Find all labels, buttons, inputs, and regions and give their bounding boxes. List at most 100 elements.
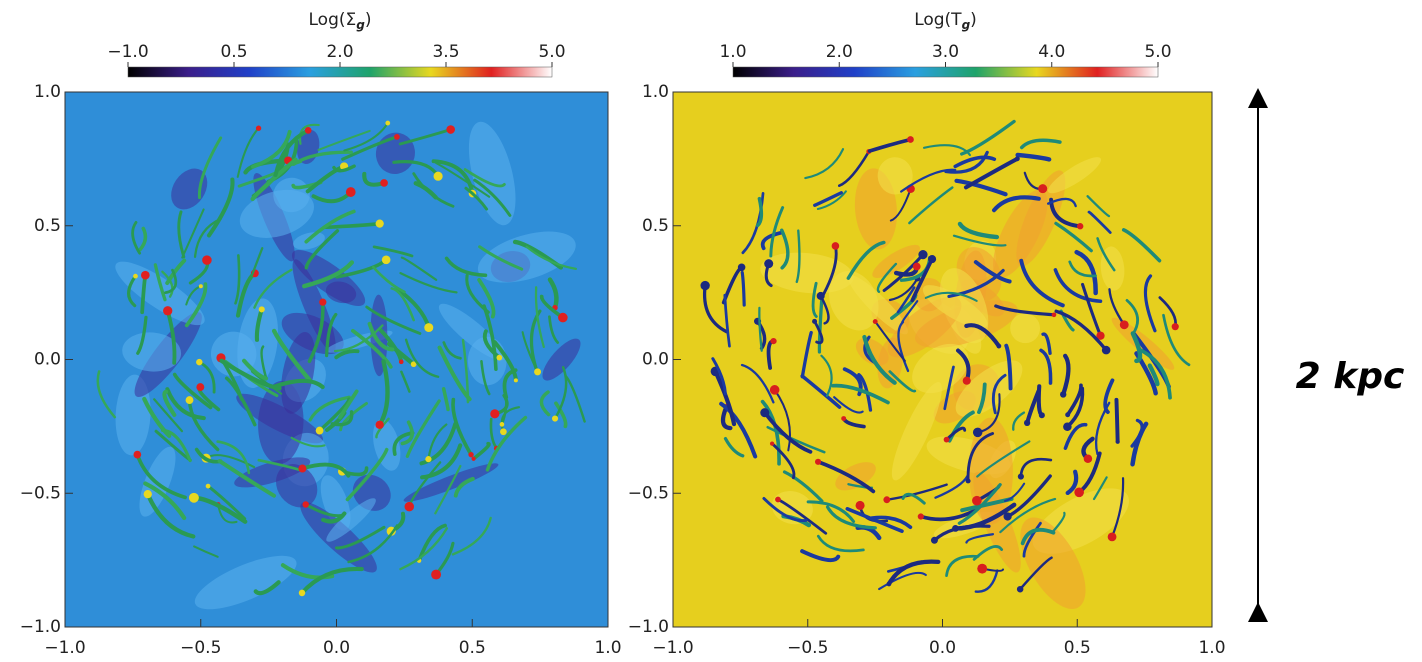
filament — [762, 497, 808, 523]
filament — [478, 245, 524, 271]
texture-patch — [1020, 517, 1086, 609]
filament — [160, 428, 192, 463]
filament — [343, 122, 389, 152]
filament — [332, 164, 356, 173]
clump — [1171, 323, 1179, 331]
filament — [339, 401, 368, 432]
filament — [317, 397, 351, 433]
clump — [831, 242, 840, 250]
filament — [782, 470, 824, 503]
filament — [419, 421, 458, 466]
filament — [271, 328, 312, 383]
clump — [446, 125, 455, 134]
filament — [273, 128, 311, 177]
filament — [952, 234, 1007, 247]
clump — [163, 306, 173, 316]
filament — [135, 452, 187, 500]
filament — [347, 524, 399, 564]
filament — [392, 431, 415, 456]
filament — [1041, 332, 1052, 355]
clump — [928, 255, 937, 264]
clump — [468, 451, 474, 458]
filament — [1092, 476, 1108, 501]
clump — [380, 179, 388, 187]
filament — [1110, 477, 1125, 538]
filament — [918, 507, 979, 522]
filament — [399, 272, 458, 294]
filament — [521, 331, 539, 373]
clump — [1016, 585, 1024, 593]
filament — [1054, 221, 1093, 253]
clump — [996, 343, 1002, 349]
filament — [400, 370, 411, 393]
clump — [258, 306, 265, 313]
filament — [885, 483, 948, 501]
filament — [760, 230, 784, 251]
clump — [962, 376, 971, 385]
filament — [964, 323, 1001, 349]
clump — [1060, 391, 1067, 398]
filament — [1068, 260, 1097, 278]
clump — [1051, 312, 1057, 318]
colorbar-tick-label: 3.0 — [932, 42, 959, 62]
filament — [400, 256, 438, 281]
filament — [1020, 528, 1056, 546]
filament — [1130, 421, 1149, 467]
filament — [758, 306, 763, 352]
filament — [943, 365, 955, 411]
filament — [131, 220, 142, 255]
filament — [372, 245, 414, 258]
filament — [1019, 258, 1065, 308]
filament — [564, 375, 586, 423]
colorbar-tick-label: 5.0 — [538, 42, 565, 62]
texture-patch — [835, 462, 876, 491]
clump — [304, 127, 312, 134]
filament — [304, 209, 356, 244]
clump — [917, 513, 924, 520]
clump — [1083, 454, 1093, 463]
filament — [242, 358, 269, 381]
filament — [420, 443, 463, 480]
filament — [554, 401, 568, 429]
colorbar-tick-label: 2.0 — [826, 42, 853, 62]
filament — [298, 123, 320, 145]
filament — [740, 270, 746, 307]
clump — [471, 456, 476, 461]
x-tick-label: 1.0 — [594, 638, 621, 658]
filament — [741, 191, 765, 255]
filament — [1049, 197, 1083, 229]
filament — [250, 157, 298, 202]
texture-patch — [292, 259, 336, 353]
filament — [260, 345, 268, 381]
clump — [1096, 331, 1105, 340]
filament — [994, 304, 1056, 317]
filament — [766, 425, 826, 454]
filament — [825, 505, 877, 530]
clump — [1038, 184, 1048, 194]
clump — [385, 120, 391, 126]
clump — [1038, 412, 1045, 419]
filament — [453, 476, 475, 498]
title-part: g — [356, 18, 365, 32]
filament — [153, 263, 167, 302]
filament — [413, 181, 438, 200]
filament — [820, 354, 833, 397]
texture-patch — [891, 381, 942, 481]
filament — [811, 281, 818, 318]
filament — [464, 186, 489, 211]
filament — [896, 286, 916, 314]
clump — [319, 298, 327, 306]
filament — [878, 571, 927, 591]
filament — [553, 366, 568, 420]
filament — [1114, 397, 1120, 444]
filament — [977, 382, 987, 415]
clump — [841, 416, 847, 421]
clump — [965, 478, 971, 484]
filament — [172, 372, 213, 410]
filament — [321, 511, 347, 524]
clump — [551, 415, 559, 422]
filament — [957, 483, 1002, 525]
clump — [345, 187, 356, 197]
filament — [1046, 197, 1077, 208]
filament — [96, 370, 117, 419]
